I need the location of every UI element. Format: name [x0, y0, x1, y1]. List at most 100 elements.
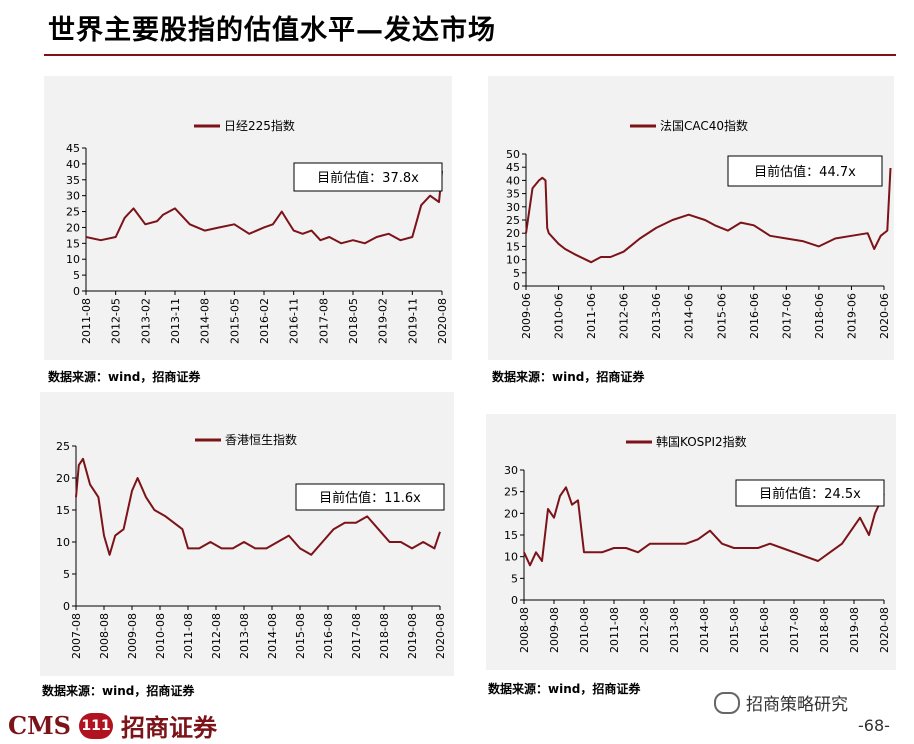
x-tick-label: 2018-08	[378, 613, 391, 659]
y-tick-label: 5	[511, 572, 518, 585]
y-tick-label: 25	[504, 486, 518, 499]
y-tick-label: 25	[66, 206, 80, 219]
x-tick-label: 2018-06	[813, 293, 826, 339]
y-tick-label: 10	[56, 536, 70, 549]
y-tick-label: 0	[511, 594, 518, 607]
x-tick-label: 2013-11	[169, 298, 182, 344]
y-tick-label: 20	[504, 507, 518, 520]
x-tick-label: 2013-02	[139, 298, 152, 344]
series-line	[75, 457, 441, 556]
x-tick-label: 2017-08	[350, 613, 363, 659]
kospi-chart-panel: 0 5 10 15 20 25 30 2008-08 2009-08 2010-08 2011-08…	[486, 414, 896, 670]
annotation-text: 目前估值：44.7x	[754, 164, 856, 180]
series-line	[85, 170, 443, 245]
logo-cn: 招商证券	[121, 713, 217, 742]
x-tick-label: 2019-06	[845, 293, 858, 339]
x-tick-label: 2011-06	[585, 293, 598, 339]
x-tick-label: 2018-05	[347, 298, 360, 344]
source-note-2: 数据来源：wind，招商证券	[492, 370, 645, 384]
y-tick-label: 15	[56, 504, 70, 517]
y-tick-label: 10	[66, 253, 80, 266]
x-tick-label: 2019-08	[848, 607, 861, 653]
title-rule	[44, 54, 896, 56]
y-tick-label: 20	[66, 221, 80, 234]
series-line	[523, 486, 885, 567]
x-tick-label: 2018-08	[818, 607, 831, 653]
x-tick-label: 2014-08	[266, 613, 279, 659]
annotation-box	[727, 155, 883, 187]
x-tick-label: 2014-06	[683, 293, 696, 339]
y-tick-label: 25	[506, 214, 520, 227]
x-tick-label: 2013-08	[238, 613, 251, 659]
x-tick-label: 2008-08	[98, 613, 111, 659]
x-tick-label: 2019-08	[406, 613, 419, 659]
x-tick-label: 2015-06	[715, 293, 728, 339]
source-note-1: 数据来源：wind，招商证券	[48, 370, 201, 384]
x-tick-label: 2017-06	[780, 293, 793, 339]
x-tick-label: 2016-11	[288, 298, 301, 344]
logo-badge-icon: 111	[79, 712, 113, 739]
x-tick-label: 2010-08	[154, 613, 167, 659]
x-tick-label: 2014-08	[199, 298, 212, 344]
annotation-box	[293, 162, 443, 192]
x-tick-label: 2020-08	[434, 613, 447, 659]
hangseng-chart-panel: 0 5 10 15 20 25 2007-08 2008-08 2009-08 2010-08 20…	[40, 392, 454, 676]
axes: 0 5 10 15 20 25 30 2008-08 2009-08 2010-08 2011-08…	[504, 464, 891, 653]
nikkei-chart-panel: 0 5 10 15 20 25 30 35 40 45 2011-08 2012-05 2013-02 2…	[44, 76, 452, 360]
y-tick-label: 0	[63, 600, 70, 613]
y-tick-label: 0	[513, 280, 520, 293]
y-tick-label: 50	[506, 148, 520, 161]
hangseng-chart: 0 5 10 15 20 25 2007-08 2008-08 2009-08 2010-08 20…	[56, 432, 447, 659]
x-tick-label: 2011-08	[608, 607, 621, 653]
legend-label: 韩国KOSPI2指数	[656, 434, 747, 449]
page-number: -68-	[858, 716, 890, 735]
x-tick-label: 2017-08	[788, 607, 801, 653]
y-tick-label: 40	[506, 174, 520, 187]
x-tick-label: 2012-05	[110, 298, 123, 344]
x-tick-label: 2019-11	[406, 298, 419, 344]
x-tick-label: 2008-08	[518, 607, 531, 653]
y-tick-label: 45	[506, 161, 520, 174]
y-tick-label: 5	[73, 269, 80, 282]
y-tick-label: 30	[506, 201, 520, 214]
kospi-chart: 0 5 10 15 20 25 30 2008-08 2009-08 2010-08 2011-08…	[504, 434, 891, 653]
y-tick-label: 30	[66, 190, 80, 203]
axes: 0 5 10 15 20 25 30 35 40 45 2011-08 2012-05 2013-02 2…	[66, 142, 449, 344]
y-tick-label: 30	[504, 464, 518, 477]
annotation-text: 目前估值：24.5x	[759, 486, 861, 502]
x-tick-label: 2016-08	[758, 607, 771, 653]
nikkei-chart: 0 5 10 15 20 25 30 35 40 45 2011-08 2012-05 2013-02 2…	[66, 118, 449, 344]
y-tick-label: 40	[66, 158, 80, 171]
x-tick-label: 2020-06	[878, 293, 891, 339]
y-tick-label: 5	[63, 568, 70, 581]
y-tick-label: 35	[506, 188, 520, 201]
x-tick-label: 2016-08	[322, 613, 335, 659]
y-tick-label: 5	[513, 267, 520, 280]
x-tick-label: 2012-08	[210, 613, 223, 659]
axes: 0 5 10 15 20 25 2007-08 2008-08 2009-08 2010-08 20…	[56, 440, 447, 659]
x-tick-label: 2010-06	[553, 293, 566, 339]
legend-label: 日经225指数	[224, 118, 295, 133]
wechat-name: 招商策略研究	[746, 695, 848, 715]
x-tick-label: 2009-08	[126, 613, 139, 659]
annotation-text: 目前估值：37.8x	[317, 170, 419, 186]
cac40-chart-panel: 0 5 10 15 20 25 30 35 40 45 50 2009-06 2010-06 2011-0…	[488, 76, 894, 360]
x-tick-label: 2012-08	[638, 607, 651, 653]
y-tick-label: 45	[66, 142, 80, 155]
annotation-text: 目前估值：11.6x	[319, 490, 421, 506]
x-tick-label: 2016-06	[748, 293, 761, 339]
y-tick-label: 10	[504, 551, 518, 564]
y-tick-label: 10	[506, 254, 520, 267]
x-tick-label: 2020-08	[878, 607, 891, 653]
annotation-box	[735, 479, 885, 507]
x-tick-label: 2016-02	[258, 298, 271, 344]
x-tick-label: 2015-05	[228, 298, 241, 344]
x-tick-label: 2014-08	[698, 607, 711, 653]
legend-label: 法国CAC40指数	[660, 118, 748, 133]
x-tick-label: 2013-06	[650, 293, 663, 339]
y-tick-label: 15	[66, 237, 80, 250]
y-tick-label: 35	[66, 174, 80, 187]
legend-label: 香港恒生指数	[225, 432, 297, 447]
y-tick-label: 15	[506, 240, 520, 253]
x-tick-label: 2020-08	[436, 298, 449, 344]
